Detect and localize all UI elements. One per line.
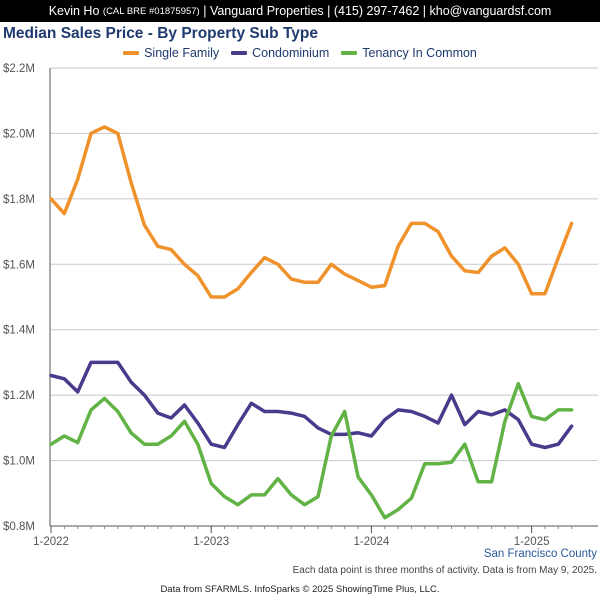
- legend-swatch: [341, 51, 358, 55]
- agent-header-bar: Kevin Ho (CAL BRE #01875957) | Vanguard …: [0, 0, 600, 22]
- x-tick-label: 1-2025: [514, 536, 550, 548]
- y-tick-label: $1.2M: [3, 390, 35, 402]
- data-source-footer: Data from SFARMLS. InfoSparks © 2025 Sho…: [160, 584, 440, 595]
- series-line-single-family: [49, 125, 574, 299]
- y-tick-label: $1.0M: [3, 456, 35, 468]
- x-tick-label: 1-2022: [33, 536, 69, 548]
- legend-item-single-family[interactable]: Single Family: [123, 46, 219, 60]
- x-tick-label: 1-2024: [353, 536, 389, 548]
- y-tick-label: $2.2M: [3, 63, 35, 75]
- legend-label: Single Family: [144, 46, 220, 60]
- legend-label: Tenancy In Common: [362, 46, 477, 60]
- y-tick-label: $1.4M: [3, 325, 35, 337]
- y-tick-label: $1.6M: [3, 259, 35, 271]
- y-tick-label: $2.0M: [3, 128, 35, 140]
- y-tick-label: $1.8M: [3, 194, 35, 206]
- legend-item-tenancy-in-common[interactable]: Tenancy In Common: [341, 46, 477, 60]
- x-tick-label: 1-2023: [193, 536, 229, 548]
- chart-legend: Single Family Condominium Tenancy In Com…: [0, 46, 600, 60]
- series-line-condominium: [49, 360, 574, 450]
- legend-label: Condominium: [252, 46, 330, 60]
- data-note: Each data point is three months of activ…: [292, 565, 597, 576]
- legend-swatch: [231, 51, 248, 55]
- legend-swatch: [123, 51, 140, 55]
- region-label: San Francisco County: [483, 548, 597, 560]
- agent-license: (CAL BRE #01875957): [102, 5, 200, 17]
- chart-title: Median Sales Price - By Property Sub Typ…: [3, 25, 318, 42]
- agent-contact: | Vanguard Properties | (415) 297-7462 |…: [203, 4, 552, 18]
- agent-name: Kevin Ho: [48, 4, 100, 18]
- y-tick-label: $0.8M: [3, 521, 35, 533]
- series-line-tenancy-in-common: [49, 381, 574, 520]
- legend-item-condominium[interactable]: Condominium: [231, 46, 329, 60]
